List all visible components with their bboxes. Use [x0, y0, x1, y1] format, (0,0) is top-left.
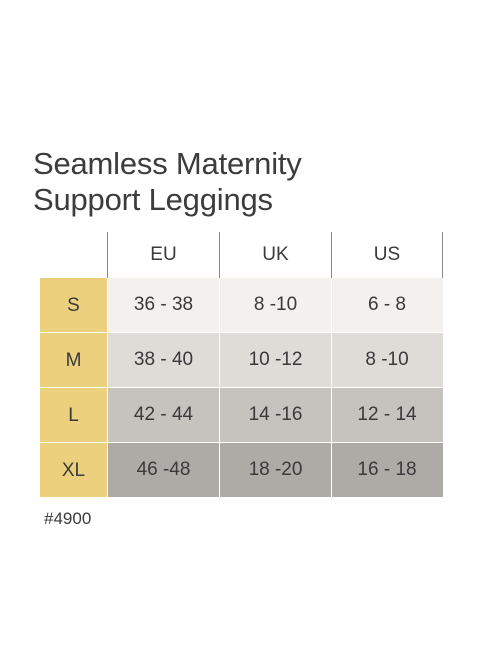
cell-xl-eu: 46 -48	[136, 459, 191, 480]
row-background-m	[108, 333, 443, 387]
column-header-eu: EU	[150, 243, 177, 265]
cell-xl-uk: 18 -20	[248, 459, 303, 480]
cell-s-us: 6 - 8	[367, 294, 407, 315]
column-separator	[107, 278, 108, 497]
row-separator	[40, 387, 443, 388]
header-divider-4	[442, 232, 443, 278]
chart-title: Seamless Maternity Support Leggings	[33, 146, 302, 218]
row-background-l	[108, 388, 443, 442]
cell-l-uk: 14 -16	[248, 404, 303, 425]
size-label-m: M	[65, 349, 82, 371]
column-header-us: US	[373, 243, 401, 265]
cell-m-uk: 10 -12	[248, 349, 303, 370]
row-separator	[40, 332, 443, 333]
size-label-l: L	[68, 404, 79, 426]
cell-l-us: 12 - 14	[357, 404, 417, 425]
cell-m-eu: 38 - 40	[133, 349, 194, 370]
title-line-2: Support Leggings	[33, 182, 273, 217]
cell-l-eu: 42 - 44	[133, 404, 194, 425]
column-separator	[219, 278, 220, 497]
cell-s-eu: 36 - 38	[133, 294, 194, 315]
header-divider-3	[331, 232, 332, 278]
cell-s-uk: 8 -10	[253, 294, 298, 315]
product-code: #4900	[44, 509, 92, 528]
title-line-1: Seamless Maternity	[33, 146, 302, 181]
column-header-uk: UK	[262, 243, 289, 265]
size-label-s: S	[67, 294, 80, 316]
cell-xl-us: 16 - 18	[357, 459, 417, 480]
header-divider-2	[219, 232, 220, 278]
row-background-s	[108, 278, 443, 332]
header-divider-1	[107, 232, 108, 278]
row-background-xl	[108, 443, 443, 497]
row-separator	[40, 442, 443, 443]
column-separator	[331, 278, 332, 497]
size-label-xl: XL	[61, 459, 86, 481]
cell-m-us: 8 -10	[365, 349, 409, 370]
